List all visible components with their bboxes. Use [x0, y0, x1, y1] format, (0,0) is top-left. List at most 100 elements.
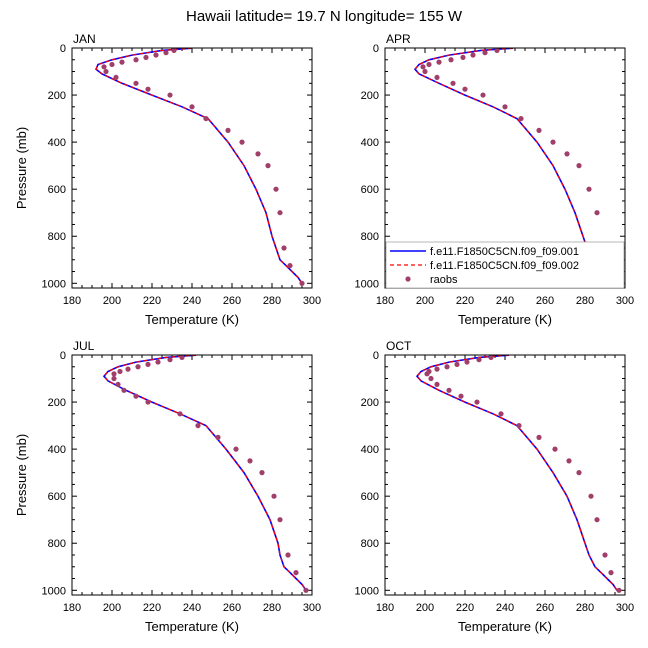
raobs-point	[450, 80, 456, 86]
raobs-point	[285, 552, 291, 558]
raobs-point	[420, 64, 426, 70]
x-tick-label: 220	[456, 295, 474, 307]
y-tick-label: 800	[48, 231, 66, 243]
raobs-point	[153, 52, 159, 58]
raobs-point	[203, 115, 209, 122]
panel-apr: 180 200 220 240 260 280 300 0 200 400 600 800 1000 AP…	[355, 32, 635, 327]
raobs-point	[434, 381, 440, 388]
y-tick-label: 400	[361, 444, 379, 456]
y-axis-label: Pressure (mb)	[14, 127, 29, 209]
y-tick-label: 1000	[355, 278, 379, 290]
raobs-point	[426, 61, 432, 68]
x-tick-label: 200	[416, 602, 434, 614]
raobs-point	[109, 61, 115, 68]
series-line-002	[416, 355, 618, 591]
raobs-point	[265, 163, 271, 169]
raobs-point	[564, 151, 570, 157]
x-tick-label: 180	[376, 602, 394, 614]
raobs-point	[101, 64, 107, 70]
raobs-point	[281, 245, 287, 251]
x-tick-label: 260	[223, 295, 241, 307]
raobs-point	[299, 280, 305, 286]
raobs-point	[428, 375, 434, 382]
raobs-point	[171, 48, 177, 53]
raobs-point	[434, 74, 440, 81]
raobs-point	[498, 411, 504, 417]
raobs-point	[133, 80, 139, 86]
y-tick-label: 200	[48, 397, 66, 409]
x-tick-label: 220	[143, 602, 161, 614]
raobs-point	[594, 210, 600, 216]
raobs-point	[448, 57, 454, 63]
x-tick-label: 260	[223, 602, 241, 614]
y-tick-label: 600	[361, 184, 379, 196]
panel-label: APR	[386, 32, 411, 46]
raobs-point	[293, 570, 299, 576]
raobs-point	[195, 422, 201, 429]
x-tick-label: 300	[303, 602, 321, 614]
x-tick-label: 280	[576, 295, 594, 307]
y-tick-label: 0	[373, 43, 379, 55]
raobs-point	[273, 186, 279, 192]
x-tick-label: 300	[616, 602, 634, 614]
x-tick-label: 260	[536, 295, 554, 307]
y-tick-label: 0	[60, 43, 66, 55]
raobs-point	[167, 357, 173, 363]
y-tick-label: 600	[48, 491, 66, 503]
y-tick-label: 400	[48, 444, 66, 456]
raobs-point	[233, 446, 239, 452]
x-tick-label: 280	[263, 602, 281, 614]
series-line-001	[95, 48, 303, 284]
raobs-point	[247, 458, 253, 464]
raobs-point	[277, 210, 283, 216]
raobs-point	[518, 115, 524, 122]
raobs-point	[462, 86, 468, 92]
figure-title: Hawaii latitude= 19.7 N longitude= 155 W	[185, 8, 462, 25]
raobs-point	[552, 446, 558, 452]
raobs-point	[444, 364, 450, 370]
raobs-point	[111, 375, 117, 382]
panel-jul: 180 200 220 240 260 280 300 0 200 400 600 800 1000 JU…	[14, 339, 321, 634]
raobs-point	[474, 399, 480, 405]
raobs-point	[155, 359, 161, 365]
x-tick-label: 220	[456, 602, 474, 614]
raobs-point	[145, 399, 151, 405]
legend-marker-raobs	[405, 276, 411, 282]
x-axis-label: Temperature (K)	[458, 312, 552, 327]
x-axis-label: Temperature (K)	[145, 619, 239, 634]
raobs-point	[287, 263, 293, 269]
raobs-point	[516, 422, 522, 429]
raobs-point	[602, 552, 608, 558]
raobs-point	[458, 393, 464, 399]
raobs-point	[277, 517, 283, 523]
raobs-point	[494, 48, 500, 53]
series-line-001	[102, 355, 307, 591]
x-tick-label: 180	[63, 602, 81, 614]
y-tick-label: 400	[48, 137, 66, 149]
panel-label: JAN	[73, 32, 96, 46]
raobs-point	[121, 387, 127, 393]
x-tick-label: 200	[103, 295, 121, 307]
raobs-point	[255, 151, 261, 157]
raobs-point	[536, 434, 542, 440]
raobs-point	[143, 54, 149, 61]
raobs-point	[179, 355, 185, 360]
raobs-point	[177, 411, 183, 417]
raobs-point	[422, 68, 428, 75]
raobs-point	[476, 357, 482, 363]
x-tick-label: 240	[496, 602, 514, 614]
raobs-point	[616, 587, 622, 593]
x-tick-label: 300	[303, 295, 321, 307]
raobs-point	[113, 74, 119, 81]
y-tick-label: 800	[361, 538, 379, 550]
raobs-point	[436, 59, 442, 65]
x-tick-label: 280	[576, 602, 594, 614]
legend-label: f.e11.F1850C5CN.f09_f09.001	[430, 246, 579, 258]
raobs-point	[133, 393, 139, 399]
raobs-point	[566, 458, 572, 464]
raobs-point	[424, 371, 430, 377]
x-tick-label: 240	[183, 602, 201, 614]
y-tick-label: 400	[361, 137, 379, 149]
x-tick-label: 220	[143, 295, 161, 307]
raobs-point	[271, 493, 277, 499]
